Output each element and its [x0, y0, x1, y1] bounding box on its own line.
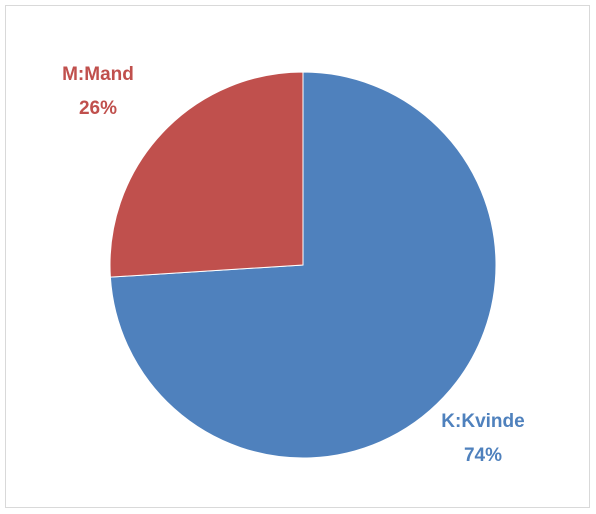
slice-value-label: 74%: [464, 445, 502, 466]
pie-slice: [109, 71, 304, 278]
slice-category-label: K:Kvinde: [441, 411, 524, 432]
slice-category-label: M:Mand: [62, 64, 134, 85]
slice-value-label: 26%: [79, 98, 117, 119]
